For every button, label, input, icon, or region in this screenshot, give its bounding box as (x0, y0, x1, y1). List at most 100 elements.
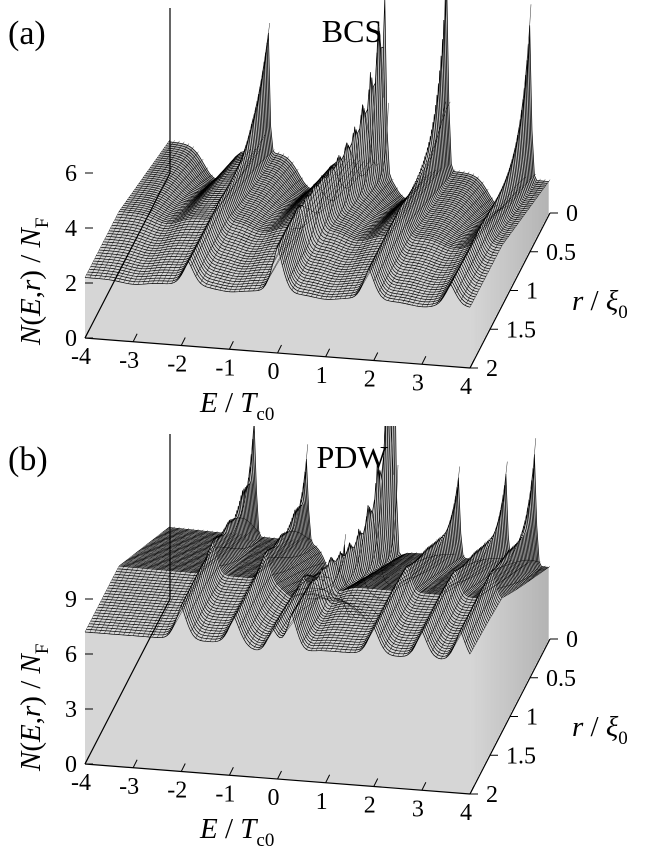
surface-mesh-line (363, 101, 446, 281)
surface-mesh-line (108, 528, 194, 635)
z-ticks-a: 0 2 4 6 (65, 161, 93, 352)
surface-mesh-line (253, 161, 337, 292)
panel-label-a: (a) (8, 15, 46, 52)
x-tick-mark (373, 778, 379, 787)
surface-mesh-line (161, 149, 247, 284)
x-tick-label: -1 (215, 355, 235, 381)
x-tick-label: -2 (167, 778, 187, 804)
surface-mesh-line (464, 179, 546, 306)
surface-mesh-line (147, 532, 232, 638)
x-ticks-b: -4 -3 -2 -1 0 1 2 3 4 (71, 755, 475, 826)
surface-mesh-line (137, 531, 223, 637)
surface-mesh-line (368, 101, 451, 269)
surface-mesh-line (306, 102, 389, 296)
surface-mesh-line (113, 529, 199, 635)
surface-mesh-line (123, 530, 209, 636)
surface-mesh-line (416, 204, 498, 307)
x-tick-mark (180, 763, 186, 772)
surface-mesh-line (407, 189, 489, 305)
surface-mesh-line (431, 559, 513, 653)
z-tick-label: 4 (65, 216, 77, 242)
surface-mesh-line (383, 170, 465, 299)
y-tick-label: 0.5 (546, 240, 576, 266)
x-tick-label: -3 (119, 774, 139, 800)
surface-mesh-line (152, 533, 237, 638)
x-axis-label-a: E / Tc0 (199, 387, 274, 425)
surface-mesh-line (315, 187, 399, 298)
svg-text:N(E,r) / NF: N(E,r) / NF (15, 218, 53, 346)
z-tick-label: 3 (65, 697, 77, 723)
surface-mesh-line (262, 158, 347, 289)
x-tick-mark (421, 356, 427, 365)
surface-mesh-line (200, 153, 285, 284)
surface-mesh-line (137, 175, 223, 285)
surface-mesh-line (176, 149, 261, 282)
surface-mesh-line (291, 142, 375, 291)
surface-mesh-line (315, 464, 399, 651)
surface-mesh-line (412, 560, 494, 651)
x-tick-mark (469, 359, 475, 369)
x-axis-label-b: E / Tc0 (199, 813, 274, 851)
x-tick-label: 2 (364, 367, 376, 393)
surface-mesh-line (176, 517, 261, 619)
surface-mesh-line (407, 559, 489, 656)
surface-mesh-line (436, 562, 517, 658)
x-tick-mark (325, 348, 331, 357)
surface-mesh-line (248, 165, 332, 292)
surface-mesh-line (373, 169, 456, 282)
surface-mesh-line (310, 426, 394, 651)
y-tick-label: 0 (566, 627, 578, 653)
surface-mesh-line (156, 151, 242, 284)
surface-mesh-line (214, 169, 299, 290)
x-tick-mark (132, 759, 138, 768)
surface-mesh-line (397, 558, 479, 657)
svg-text:N(E,r) / NF: N(E,r) / NF (15, 644, 53, 772)
surface-mesh-line (272, 580, 356, 629)
surface-mesh-line (209, 161, 294, 289)
surface-mesh-line (190, 537, 275, 632)
svg-text:E / Tc0: E / Tc0 (199, 387, 274, 425)
surface-mesh-line (344, 175, 427, 299)
surface-mesh-line (387, 557, 470, 654)
surface-mesh-line (152, 155, 237, 284)
surface-mesh-line (132, 531, 218, 636)
surface-mesh-line (460, 178, 541, 302)
surface-mesh-line (205, 538, 289, 642)
surface-b (84, 426, 551, 794)
surface-fill-strip (85, 605, 470, 794)
surface-mesh-line (84, 526, 171, 633)
surface-mesh-line (108, 146, 194, 280)
x-tick-mark (325, 774, 331, 783)
x-tick-label: 4 (460, 800, 472, 826)
z-ticks-b: 0 3 6 9 (65, 587, 93, 778)
surface-mesh-line (171, 426, 254, 631)
y-tick-label: 1.5 (506, 743, 536, 769)
z-tick-label: 9 (65, 587, 77, 613)
surface-mesh-line (440, 185, 522, 301)
surface-mesh-line (195, 537, 280, 639)
surface-mesh-line (445, 176, 527, 294)
surface-mesh-line (296, 104, 380, 294)
x-tick-label: -3 (119, 348, 139, 374)
surface-mesh-line (383, 554, 465, 649)
y-ticks-a: 0 0.5 1 1.5 2 (470, 201, 578, 382)
surface-mesh-line (267, 158, 351, 281)
x-tick-mark (132, 333, 138, 342)
surface-mesh-line (296, 556, 380, 631)
z-tick-label: 2 (65, 271, 77, 297)
surface-mesh-line (272, 159, 356, 265)
surface-mesh-line (181, 536, 266, 606)
x-tick-label: 1 (316, 363, 328, 389)
surface-mesh-line (118, 159, 204, 282)
surface-mesh-line (349, 553, 432, 653)
surface-mesh-line (132, 177, 218, 285)
surface-mesh-line (118, 529, 204, 635)
y-tick-label: 1 (526, 705, 538, 731)
surface-mesh-line (200, 538, 285, 641)
surface-mesh-line (94, 527, 180, 633)
x-tick-mark (84, 329, 90, 339)
surface-mesh-line (233, 545, 318, 617)
y-ticks-b: 0 0.5 1 1.5 2 (470, 627, 578, 808)
x-tick-mark (277, 344, 282, 354)
y-tick-label: 1.5 (506, 317, 536, 343)
